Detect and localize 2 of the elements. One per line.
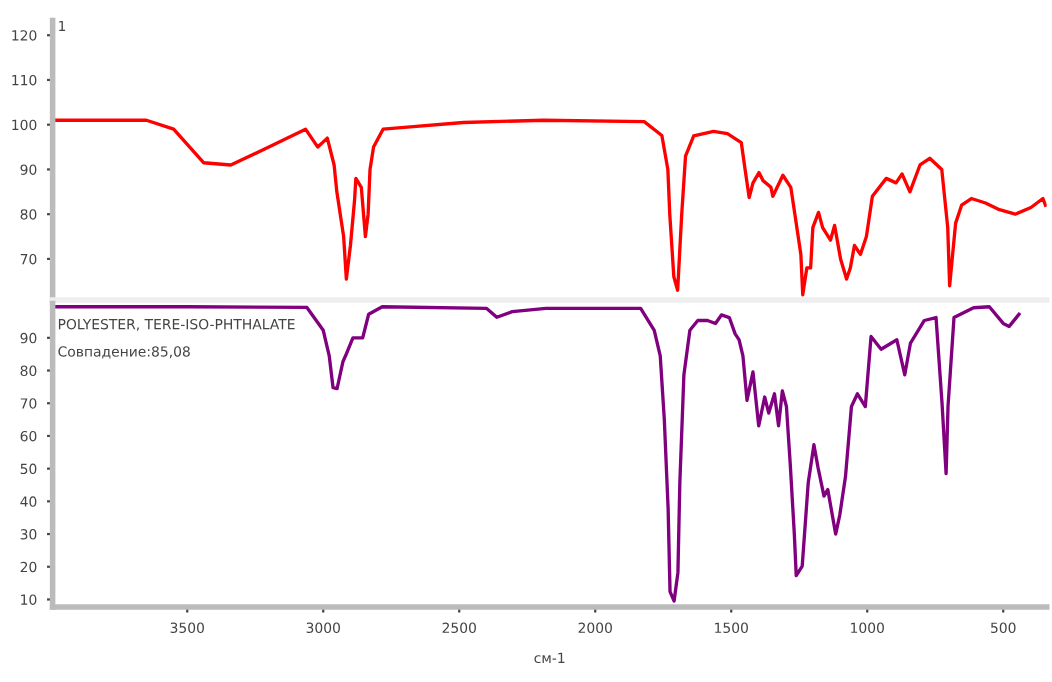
line-series [52,305,1021,603]
line-series [52,118,1047,297]
